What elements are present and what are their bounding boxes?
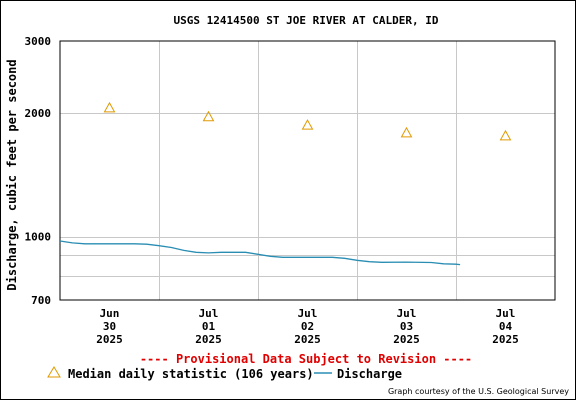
y-tick-label: 700 [31,294,51,307]
legend-median-label: Median daily statistic (106 years) [68,367,314,381]
chart-title: USGS 12414500 ST JOE RIVER AT CALDER, ID [174,14,439,27]
x-tick-label: 2025 [195,333,222,346]
y-axis-ticks: 700 1000 2000 3000 [25,35,52,307]
x-tick-label: 02 [301,320,314,333]
median-marker [301,119,314,130]
series-layer [59,101,512,266]
y-axis-label: Discharge, cubic feet per second [5,59,19,290]
legend-median-marker [47,366,61,378]
median-marker [499,129,512,141]
discharge-line [59,240,461,266]
y-tick-label: 2000 [25,107,52,120]
x-tick-label: 01 [202,320,216,333]
x-tick-label: 30 [103,320,116,333]
x-tick-label: 2025 [294,333,321,346]
y-tick-label: 1000 [25,231,52,244]
y-tick-label: 3000 [25,35,52,48]
median-marker [400,126,413,138]
x-axis-ticks: Jun302025Jul012025Jul022025Jul032025Jul0… [96,307,519,346]
grid [60,41,555,300]
x-tick-label: 2025 [96,333,123,346]
credit-text: Graph courtesy of the U.S. Geological Su… [388,387,569,396]
legend-discharge-label: Discharge [337,367,402,381]
x-tick-label: Jul [298,307,318,320]
x-tick-label: 2025 [393,333,420,346]
x-tick-label: 03 [400,320,413,333]
provisional-note: ---- Provisional Data Subject to Revisio… [140,352,472,366]
plot-area [59,40,556,301]
x-tick-label: Jun [100,307,120,320]
x-tick-label: Jul [496,307,516,320]
median-marker [103,101,116,113]
median-marker [202,110,215,122]
legend: Median daily statistic (106 years) Disch… [47,366,402,381]
x-tick-label: 04 [499,320,513,333]
x-tick-label: 2025 [492,333,519,346]
x-tick-label: Jul [397,307,417,320]
x-tick-label: Jul [199,307,219,320]
